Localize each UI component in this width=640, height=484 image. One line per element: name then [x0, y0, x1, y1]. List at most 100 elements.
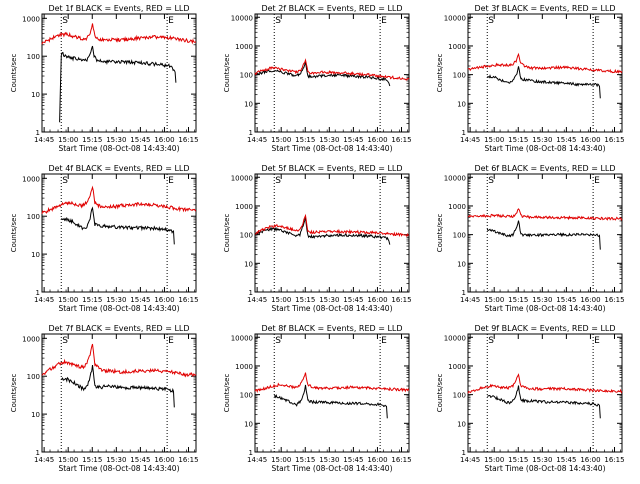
x-tick-label: 15:00 — [58, 136, 78, 144]
x-tick-label: 16:15 — [178, 136, 198, 144]
x-tick-label: 15:45 — [343, 296, 363, 304]
lld-series-line — [41, 343, 197, 378]
start-marker-label: S — [275, 336, 281, 346]
y-tick-label: 10 — [31, 411, 40, 419]
y-tick-label: 1 — [462, 289, 466, 297]
y-axis-label: Counts/sec — [10, 374, 18, 413]
lld-series-line — [41, 185, 196, 214]
y-tick-label: 100 — [240, 232, 253, 240]
y-axis-label: Counts/sec — [436, 374, 444, 413]
y-tick-label: 1 — [249, 289, 253, 297]
y-tick-label: 10000 — [231, 14, 253, 22]
x-tick-label: 15:30 — [532, 296, 552, 304]
x-tick-label: 16:15 — [391, 296, 411, 304]
x-tick-label: 16:15 — [391, 136, 411, 144]
y-tick-label: 10 — [457, 420, 466, 428]
end-marker-label: E — [381, 336, 387, 346]
end-marker-label: E — [381, 16, 387, 26]
y-axis-label: Counts/sec — [10, 214, 18, 253]
x-tick-label: 15:00 — [58, 296, 78, 304]
x-axis-label: Start Time (08-Oct-08 14:43:40) — [484, 464, 605, 473]
start-marker-label: S — [62, 176, 68, 186]
x-axis-label: Start Time (08-Oct-08 14:43:40) — [58, 144, 179, 153]
x-tick-label: 16:00 — [367, 296, 387, 304]
x-tick-label: 15:45 — [556, 456, 576, 464]
y-tick-label: 100 — [27, 53, 40, 61]
y-tick-label: 1000 — [448, 363, 466, 371]
y-tick-label: 1000 — [448, 203, 466, 211]
events-series-line — [59, 45, 177, 123]
panel-title: Det 1f BLACK = Events, RED = LLD — [48, 4, 189, 13]
x-tick-label: 15:30 — [319, 456, 339, 464]
y-tick-label: 100 — [27, 373, 40, 381]
plot-frame — [41, 13, 197, 133]
start-marker-label: S — [62, 16, 68, 26]
y-tick-label: 100 — [240, 392, 253, 400]
lld-series-line — [467, 208, 623, 222]
x-tick-label: 15:45 — [343, 136, 363, 144]
x-tick-label: 15:15 — [508, 296, 528, 304]
lld-series-line — [254, 213, 409, 238]
y-tick-label: 10 — [244, 100, 253, 108]
end-marker-label: E — [168, 336, 174, 346]
panel-title: Det 8f BLACK = Events, RED = LLD — [261, 324, 402, 333]
x-tick-label: 15:15 — [295, 136, 315, 144]
y-tick-label: 10 — [244, 260, 253, 268]
x-tick-label: 15:15 — [295, 456, 315, 464]
x-tick-label: 16:15 — [391, 456, 411, 464]
y-tick-label: 1000 — [235, 203, 253, 211]
x-tick-label: 15:00 — [271, 296, 291, 304]
y-tick-label: 10000 — [231, 334, 253, 342]
end-marker-label: E — [168, 16, 174, 26]
start-marker-label: S — [62, 336, 68, 346]
start-marker-label: S — [488, 16, 494, 26]
x-tick-label: 14:45 — [34, 136, 54, 144]
plot-frame — [467, 13, 623, 133]
events-series-line — [254, 61, 391, 87]
plot-frame — [41, 333, 197, 453]
plot-frame — [467, 333, 623, 453]
x-axis-label: Start Time (08-Oct-08 14:43:40) — [271, 144, 392, 153]
panel-5: Det 5f BLACK = Events, RED = LLD 1 10 100 10… — [223, 164, 412, 313]
x-axis-label: Start Time (08-Oct-08 14:43:40) — [58, 304, 179, 313]
start-marker-label: S — [275, 176, 281, 186]
y-tick-label: 1000 — [22, 15, 40, 23]
events-series-line — [254, 216, 391, 245]
y-tick-label: 100 — [453, 72, 466, 80]
panel-title: Det 5f BLACK = Events, RED = LLD — [261, 164, 402, 173]
y-axis-label: Counts/sec — [436, 214, 444, 253]
x-tick-label: 15:30 — [532, 456, 552, 464]
y-axis-label: Counts/sec — [223, 374, 231, 413]
panel-title: Det 9f BLACK = Events, RED = LLD — [474, 324, 615, 333]
end-marker-label: E — [594, 176, 600, 186]
y-tick-label: 1 — [36, 289, 40, 297]
x-tick-label: 16:00 — [580, 456, 600, 464]
panel-title: Det 3f BLACK = Events, RED = LLD — [474, 4, 615, 13]
y-axis-label: Counts/sec — [223, 214, 231, 253]
x-tick-label: 14:45 — [34, 456, 54, 464]
x-tick-label: 15:15 — [508, 456, 528, 464]
x-axis-label: Start Time (08-Oct-08 14:43:40) — [58, 464, 179, 473]
x-axis-label: Start Time (08-Oct-08 14:43:40) — [484, 144, 605, 153]
y-tick-label: 100 — [27, 213, 40, 221]
x-tick-label: 16:15 — [604, 456, 624, 464]
x-axis-label: Start Time (08-Oct-08 14:43:40) — [484, 304, 605, 313]
panel-1: Det 1f BLACK = Events, RED = LLD 1 10 100 10… — [10, 4, 199, 153]
y-tick-label: 100 — [453, 232, 466, 240]
start-marker-label: S — [488, 176, 494, 186]
x-tick-label: 15:45 — [130, 136, 150, 144]
y-tick-label: 1 — [36, 449, 40, 457]
start-marker-label: S — [275, 16, 281, 26]
y-tick-label: 1000 — [448, 43, 466, 51]
x-tick-label: 15:00 — [484, 136, 504, 144]
panel-title: Det 7f BLACK = Events, RED = LLD — [48, 324, 189, 333]
x-tick-label: 14:45 — [460, 296, 480, 304]
lld-series-line — [467, 52, 623, 74]
y-tick-label: 1 — [462, 129, 466, 137]
y-axis-label: Counts/sec — [10, 54, 18, 93]
y-tick-label: 1000 — [235, 363, 253, 371]
panel-7: Det 7f BLACK = Events, RED = LLD 1 10 100 10… — [10, 324, 199, 473]
x-tick-label: 15:45 — [130, 296, 150, 304]
end-marker-label: E — [381, 176, 387, 186]
x-axis-label: Start Time (08-Oct-08 14:43:40) — [271, 464, 392, 473]
